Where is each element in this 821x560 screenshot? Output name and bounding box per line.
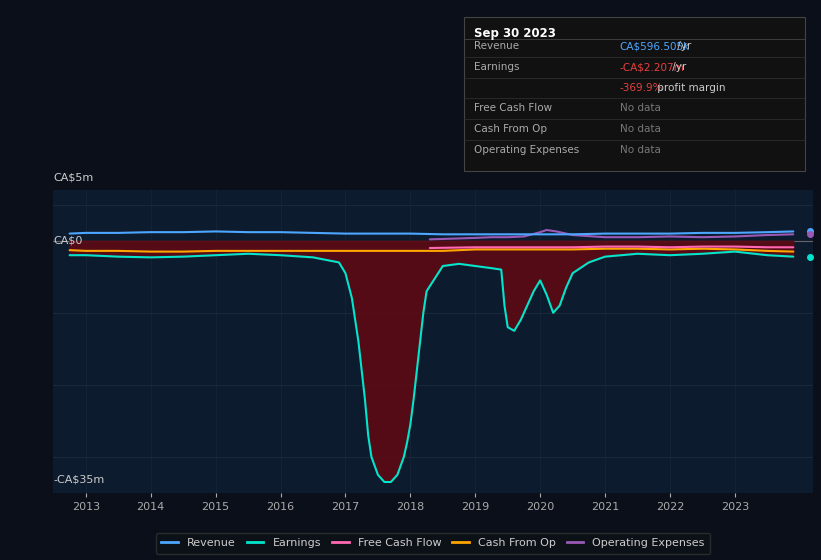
Text: /yr: /yr bbox=[674, 41, 691, 52]
Text: -CA$2.207m: -CA$2.207m bbox=[620, 62, 685, 72]
Text: Sep 30 2023: Sep 30 2023 bbox=[474, 27, 556, 40]
Text: CA$5m: CA$5m bbox=[53, 172, 94, 182]
Text: Operating Expenses: Operating Expenses bbox=[474, 145, 579, 155]
Text: Free Cash Flow: Free Cash Flow bbox=[474, 104, 552, 114]
Text: /yr: /yr bbox=[669, 62, 686, 72]
Text: Cash From Op: Cash From Op bbox=[474, 124, 547, 134]
Text: profit margin: profit margin bbox=[654, 83, 726, 93]
Text: No data: No data bbox=[620, 124, 661, 134]
Text: CA$0: CA$0 bbox=[53, 236, 83, 246]
Legend: Revenue, Earnings, Free Cash Flow, Cash From Op, Operating Expenses: Revenue, Earnings, Free Cash Flow, Cash … bbox=[156, 533, 710, 554]
Text: -CA$35m: -CA$35m bbox=[53, 474, 104, 484]
Text: Revenue: Revenue bbox=[474, 41, 519, 52]
Text: -369.9%: -369.9% bbox=[620, 83, 663, 93]
Text: No data: No data bbox=[620, 104, 661, 114]
Text: No data: No data bbox=[620, 145, 661, 155]
Text: CA$596.505k: CA$596.505k bbox=[620, 41, 690, 52]
Text: Earnings: Earnings bbox=[474, 62, 519, 72]
